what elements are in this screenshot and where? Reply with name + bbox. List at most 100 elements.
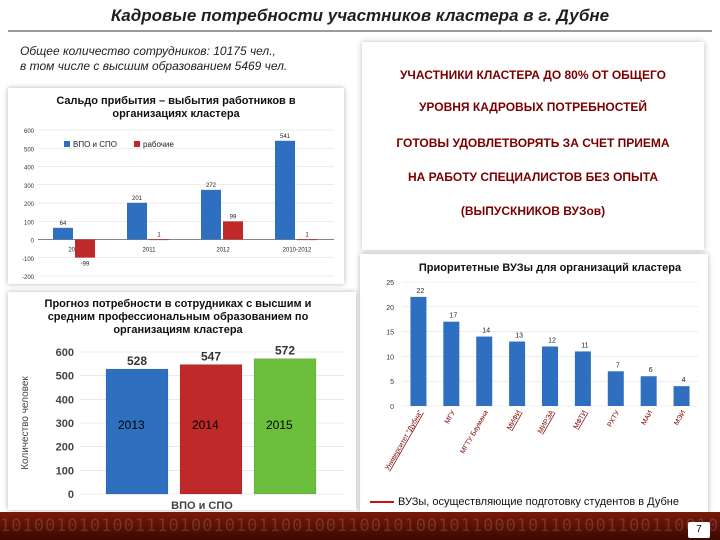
vuz-y-tick-label: 10: [386, 354, 394, 361]
vuz-legend-swatch: [370, 501, 394, 504]
vuz-category-label: МФТИ: [573, 410, 589, 431]
forecast-y-tick-label: 300: [56, 418, 74, 430]
balance-bar: [201, 189, 221, 240]
vuz-category-label: МАИ: [641, 410, 655, 427]
statement-line-3: ГОТОВЫ УДОВЛЕТВОРЯТЬ ЗА СЧЕТ ПРИЕМА: [396, 136, 670, 150]
vuz-bar: [640, 376, 657, 406]
statement-line-1: УЧАСТНИКИ КЛАСТЕРА ДО 80% ОТ ОБЩЕГО: [399, 68, 667, 82]
balance-y-tick-label: 0: [31, 239, 35, 245]
balance-category-label: 2010-2012: [283, 248, 312, 254]
vuz-category-label: МГУ: [444, 409, 457, 425]
vuz-bar: [607, 371, 624, 406]
vuz-bar: [542, 346, 558, 406]
balance-chart-title: Сальдо прибытия – выбытия работников в о…: [56, 95, 296, 120]
balance-data-label: 201: [132, 196, 143, 202]
balance-category-label: 2012: [216, 248, 230, 254]
balance-bar: [297, 239, 317, 241]
vuz-bar: [443, 321, 460, 406]
balance-bar: [53, 227, 73, 240]
vuz-bar: [476, 336, 493, 406]
page-title: Кадровые потребности участников кластера…: [110, 6, 610, 25]
balance-y-tick-label: -200: [22, 275, 35, 281]
forecast-chart-title: Прогноз потребности в сотрудниках с высш…: [44, 298, 312, 336]
vuz-category-label: РХТУ: [607, 409, 622, 428]
balance-legend-label: ВПО и СПО: [73, 140, 117, 149]
balance-y-tick-label: 200: [24, 202, 35, 208]
forecast-chart-panel: Прогноз потребности в сотрудниках с высш…: [8, 292, 356, 510]
vuz-category-label: МИФИ: [506, 410, 523, 432]
forecast-data-label: 528: [127, 354, 147, 368]
forecast-category-label: 2014: [192, 418, 219, 432]
forecast-bar: [105, 368, 169, 495]
forecast-y-tick-label: 100: [56, 465, 74, 477]
forecast-y-tick-label: 500: [56, 371, 74, 383]
statement-line-2: УРОВНЯ КАДРОВЫХ ПОТРЕБНОСТЕЙ: [418, 100, 648, 114]
vuz-bar: [410, 296, 427, 406]
balance-data-label: 541: [280, 134, 291, 140]
universities-chart: 0 5 10 15 20 25 22 Университет "Дубна" 17 МГУ 14 МГ…: [383, 280, 698, 472]
statement-line-5: (ВЫПУСКНИКОВ ВУЗов): [460, 204, 606, 218]
vuz-bar: [509, 341, 526, 406]
balance-legend-swatch: [134, 141, 140, 147]
balance-data-label: 272: [206, 183, 217, 189]
forecast-chart: 0 100 200 300 400 500 600 Количество человек ВПО…: [20, 344, 344, 510]
vuz-y-tick-label: 0: [390, 404, 394, 411]
balance-chart: -200-1000100200300400500600201064-992011…: [22, 129, 334, 281]
vuz-bar: [574, 351, 591, 406]
forecast-y-tick-label: 400: [56, 394, 74, 406]
balance-category-label: 2011: [143, 248, 157, 254]
vuz-data-label: 13: [515, 333, 523, 340]
balance-chart-panel: Сальдо прибытия – выбытия работников в о…: [8, 88, 344, 284]
forecast-category-label: 2013: [118, 418, 145, 432]
forecast-y-tick-label: 0: [68, 489, 74, 501]
balance-y-tick-label: 400: [24, 166, 35, 172]
forecast-category-label: 2015: [266, 418, 293, 432]
vuz-category-label: МЭИ: [673, 410, 687, 427]
vuz-y-tick-label: 20: [386, 305, 394, 312]
title-divider: [8, 30, 712, 32]
vuz-data-label: 11: [581, 342, 588, 349]
summary-line-1: Общее количество сотрудников: 10175 чел.…: [20, 44, 276, 58]
balance-y-tick-label: 600: [24, 129, 35, 135]
forecast-y-axis-label: Количество человек: [20, 376, 31, 470]
forecast-y-tick-label: 200: [56, 442, 74, 454]
footer-band: 1010010101001110100101011001001100101001…: [0, 512, 720, 540]
key-statement-box: УЧАСТНИКИ КЛАСТЕРА ДО 80% ОТ ОБЩЕГО УРОВ…: [362, 42, 704, 250]
vuz-y-tick-label: 15: [386, 330, 394, 337]
balance-data-label: 99: [230, 214, 237, 220]
forecast-data-label: 572: [275, 344, 295, 358]
vuz-category-label: Университет "Дубна": [383, 409, 424, 472]
forecast-y-tick-label: 600: [56, 347, 74, 359]
vuz-y-tick-label: 25: [386, 280, 394, 287]
vuz-data-label: 7: [616, 362, 620, 369]
balance-y-tick-label: 300: [24, 184, 35, 190]
vuz-data-label: 4: [682, 377, 686, 384]
universities-chart-title: Приоритетные ВУЗы для организаций класте…: [418, 262, 682, 274]
forecast-x-axis-label: ВПО и СПО: [171, 500, 233, 510]
employee-summary: Общее количество сотрудников: 10175 чел.…: [20, 44, 350, 74]
vuz-legend-label: ВУЗы, осуществляющие подготовку студенто…: [398, 496, 679, 508]
balance-data-label: -99: [81, 262, 90, 268]
balance-bar: [223, 221, 243, 240]
balance-legend-swatch: [64, 141, 70, 147]
vuz-bar: [673, 386, 690, 406]
vuz-data-label: 17: [449, 313, 457, 320]
balance-y-tick-label: 100: [24, 220, 35, 226]
forecast-data-label: 547: [201, 350, 221, 364]
balance-data-label: 1: [157, 232, 161, 238]
universities-chart-panel: Приоритетные ВУЗы для организаций класте…: [360, 254, 708, 516]
balance-legend-label: рабочие: [143, 140, 174, 149]
balance-bar: [275, 140, 295, 240]
vuz-legend: ВУЗы, осуществляющие подготовку студенто…: [370, 496, 679, 508]
statement-line-4: НА РАБОТУ СПЕЦИАЛИСТОВ БЕЗ ОПЫТА: [407, 170, 659, 184]
vuz-data-label: 22: [417, 288, 425, 295]
footer-binary-pattern: 1010010101001110100101011001001100101001…: [0, 516, 720, 536]
forecast-bar: [179, 364, 243, 495]
vuz-data-label: 12: [548, 337, 556, 344]
balance-bar: [127, 202, 147, 240]
vuz-category-label: МГТУ Баумана: [460, 409, 490, 455]
vuz-category-label: МИРЭА: [537, 409, 556, 435]
forecast-bar: [253, 358, 317, 495]
balance-data-label: 64: [60, 221, 67, 227]
vuz-y-tick-label: 5: [390, 379, 394, 386]
